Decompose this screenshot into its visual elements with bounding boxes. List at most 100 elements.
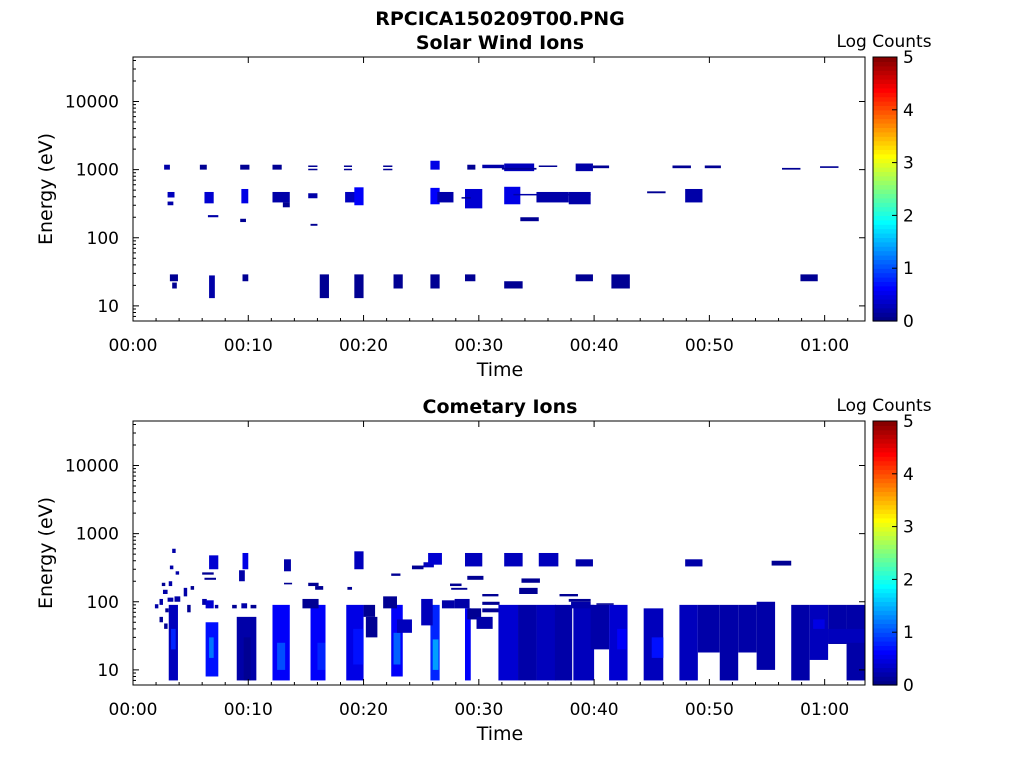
cometary-colorbar-segment (873, 500, 897, 506)
solar-wind-colorbar-segment (873, 127, 897, 133)
solar-wind-data-cell (536, 191, 569, 203)
cometary-colorbar-tick-label: 4 (903, 465, 914, 485)
solar-wind-colorbar-segment (873, 158, 897, 164)
cometary-colorbar-segment (873, 531, 897, 536)
solar-wind-colorbar-segment (873, 114, 897, 120)
solar-wind-colorbar-segment (873, 263, 897, 269)
solar-wind-data-cell (240, 164, 250, 170)
cometary-colorbar-segment (873, 575, 897, 580)
cometary-data-cell (697, 604, 720, 653)
solar-wind-data-cell (800, 274, 818, 282)
cometary-data-cell (243, 637, 251, 681)
solar-wind-ylabel: Energy (eV) (35, 133, 57, 245)
cometary-xtick-label: 00:20 (339, 700, 388, 720)
solar-wind-data-cell (461, 197, 471, 199)
cometary-colorbar-segment (873, 654, 897, 660)
cometary-data-cell (284, 582, 293, 585)
cometary-data-cell (209, 555, 219, 570)
solar-wind-colorbar-segment (873, 237, 897, 243)
cometary-data-cell (168, 581, 173, 587)
solar-wind-data-cell (343, 165, 353, 167)
solar-wind-data-cell (240, 218, 246, 223)
solar-wind-data-cell (167, 201, 174, 206)
cometary-data-cell (232, 604, 237, 609)
solar-wind-colorbar-segment (873, 202, 897, 208)
cometary-data-cell (441, 600, 455, 609)
cometary-colorbar-segment (873, 425, 897, 431)
solar-wind-colorbar-segment (873, 96, 897, 102)
solar-wind-data-cell (241, 188, 249, 204)
cometary-colorbar-segment (873, 434, 897, 440)
solar-wind-colorbar-segment (873, 193, 897, 199)
cometary-colorbar-segment (873, 535, 897, 541)
solar-wind-colorbar-segment (873, 224, 897, 230)
solar-wind-colorbar-label: Log Counts (836, 32, 931, 52)
solar-wind-colorbar-segment (873, 87, 897, 93)
cometary-ytick-label: 10000 (65, 457, 119, 477)
cometary-data-cell (467, 608, 482, 620)
solar-wind-colorbar-tick-label: 1 (903, 259, 914, 279)
solar-wind-data-cell (592, 165, 610, 169)
solar-wind-data-cell (308, 168, 318, 171)
cometary-colorbar-segment (873, 667, 897, 673)
cometary-data-cell (308, 582, 319, 587)
solar-wind-colorbar-segment (873, 241, 897, 247)
solar-wind-data-cell (575, 274, 593, 282)
cometary-data-cell (393, 632, 401, 665)
cometary-xtick-label: 00:10 (224, 700, 273, 720)
solar-wind-colorbar-tick-label: 4 (903, 101, 914, 121)
solar-wind-colorbar-segment (873, 175, 897, 181)
solar-wind-colorbar-segment (873, 140, 897, 146)
solar-wind-colorbar-segment (873, 131, 897, 137)
cometary-data-cell (451, 587, 468, 590)
solar-wind-colorbar-segment (873, 303, 897, 309)
solar-wind-colorbar-segment (873, 65, 897, 71)
solar-wind-title: Solar Wind Ions (416, 32, 584, 54)
solar-wind-colorbar-segment (873, 171, 897, 177)
cometary-data-cell (809, 604, 829, 660)
solar-wind-data-cell (209, 275, 215, 299)
cometary-data-cell (353, 628, 364, 665)
cometary-data-cell (159, 616, 163, 623)
cometary-colorbar-segment (873, 641, 897, 646)
solar-wind-data-cell (611, 274, 630, 289)
cometary-colorbar-segment (873, 579, 897, 585)
cometary-colorbar-tick-label: 0 (903, 676, 914, 696)
solar-wind-data-cell (164, 164, 170, 170)
cometary-data-cell (205, 600, 214, 609)
solar-wind-colorbar-segment (873, 250, 897, 256)
cometary-data-cell (573, 604, 595, 681)
cometary-data-cell (411, 565, 424, 570)
cometary-colorbar-segment (873, 557, 897, 563)
solar-wind-data-cell (672, 165, 691, 169)
cometary-data-cell (719, 604, 739, 681)
solar-wind-data-cell (482, 164, 505, 169)
cometary-data-cell (464, 608, 471, 681)
cometary-data-cell (421, 598, 433, 626)
cometary-colorbar-segment (873, 619, 897, 624)
cometary-colorbar-segment (873, 473, 897, 479)
cometary-xtick-label: 00:50 (685, 700, 734, 720)
cometary-data-cell (250, 604, 257, 609)
cometary-data-cell (617, 628, 627, 650)
cometary-colorbar-segment (873, 623, 897, 629)
cometary-data-cell (519, 587, 538, 594)
solar-wind-colorbar-tick-label: 5 (903, 48, 914, 68)
cometary-data-cell (165, 608, 169, 613)
cometary-colorbar-segment (873, 421, 897, 426)
solar-wind-colorbar-segment (873, 228, 897, 234)
solar-wind-colorbar-tick-label: 2 (903, 206, 914, 226)
solar-wind-colorbar-segment (873, 215, 897, 221)
cometary-data-cell (498, 604, 519, 681)
solar-wind-xtick-label: 00:50 (685, 336, 734, 356)
cometary-colorbar-segment (873, 443, 897, 448)
solar-wind-colorbar-segment (873, 272, 897, 278)
cometary-colorbar-segment (873, 597, 897, 602)
cometary-colorbar-segment (873, 592, 897, 598)
solar-wind-xtick-label: 00:30 (454, 336, 503, 356)
solar-wind-colorbar-segment (873, 233, 897, 238)
solar-wind-colorbar-segment (873, 101, 897, 106)
cometary-colorbar-label: Log Counts (836, 396, 931, 416)
cometary-data-cell (651, 637, 664, 658)
